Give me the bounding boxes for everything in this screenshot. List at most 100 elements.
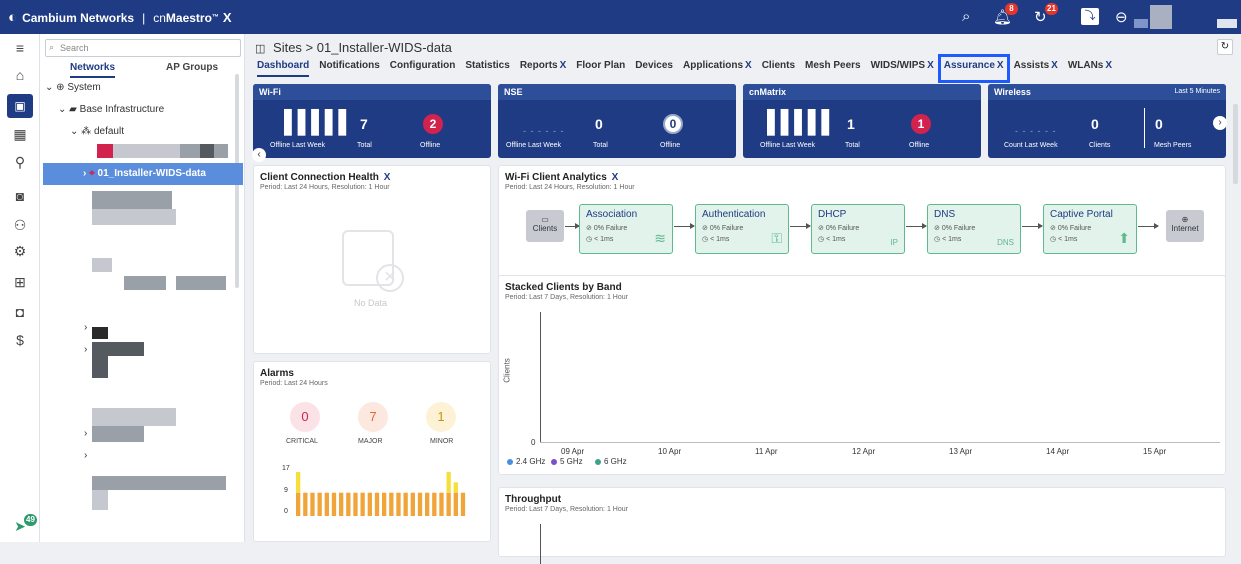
alarm-minor-count[interactable]: 1 [426,402,456,432]
alarm-bar[interactable] [396,492,401,516]
tab-reports[interactable]: Reports X [520,60,566,77]
alarm-bar[interactable] [432,492,437,516]
redacted-block [92,191,172,209]
chevron-right-icon[interactable]: › [84,322,88,333]
alarm-bar[interactable] [324,492,329,516]
alarm-bar[interactable] [303,492,308,516]
tab-floor-plan[interactable]: Floor Plan [576,60,625,77]
alarm-bar[interactable] [353,492,358,516]
flow-step-time: ◷ < 1ms [934,236,962,243]
x-badge: X [1051,60,1058,71]
tree-search-input[interactable]: ⌕ Search [45,39,241,57]
alarm-bar[interactable] [331,492,337,516]
wifi-label-3: Offline [420,142,441,149]
user-icon[interactable]: ⊖ [1115,9,1128,26]
legend-item[interactable]: 5 GHz [551,457,583,466]
wifi-stat-card[interactable]: Wi-Fi ▌▌▌▌▌ 7 2 Offline Last Week Total … [253,84,491,158]
apps-icon[interactable]: ⊞ [14,274,26,290]
legend-item[interactable]: 6 GHz [595,457,627,466]
tab-assurance[interactable]: Assurance X [937,54,1010,83]
tree-item-selected-site[interactable]: › ⌖ 01_Installer-WIDS-data [43,163,243,185]
search-icon[interactable]: ⌕ [962,8,971,25]
dollar-icon[interactable]: $ [16,332,24,348]
legend-item[interactable]: 2.4 GHz [507,457,545,466]
alarm-bar[interactable] [382,492,387,516]
alarm-bar[interactable] [310,492,315,516]
tab-devices[interactable]: Devices [635,60,673,77]
tab-statistics[interactable]: Statistics [465,60,509,77]
flow-arrow [674,223,695,229]
alarm-bar[interactable] [296,492,301,516]
flow-step-captive-portal[interactable]: Captive Portal ⊘ 0% Failure ◷ < 1ms ⬆ [1043,204,1137,254]
alarm-bar[interactable] [374,492,380,516]
alarm-bar[interactable] [360,492,365,516]
cnmatrix-stat-card[interactable]: cnMatrix ▌▌▌▌▌ 1 1 Offline Last Week Tot… [743,84,981,158]
y-tick: 0 [284,508,288,515]
alarm-bar[interactable] [317,492,322,516]
tab-label: Notifications [319,60,380,71]
location-icon[interactable]: ⚲ [14,154,26,170]
alarm-bar[interactable] [453,482,458,493]
sidebar-toggle-icon[interactable]: ◫ [255,43,266,55]
menu-icon[interactable]: ≡ [15,40,25,56]
tab-dashboard[interactable]: Dashboard [257,60,310,77]
tab-wlans[interactable]: WLANs X [1068,60,1112,77]
camera-icon[interactable]: ◙ [15,188,25,204]
users-icon[interactable]: ⚇ [13,217,27,233]
home-icon[interactable]: ⌂ [15,67,25,83]
alarm-bar[interactable] [460,492,466,516]
alarm-bar[interactable] [446,472,451,493]
tab-networks[interactable]: Networks [70,62,116,78]
alarm-major-count[interactable]: 7 [358,402,388,432]
tab-assists[interactable]: Assists X [1014,60,1058,77]
sync-icon[interactable]: ↻ [1034,9,1047,26]
alarm-bar[interactable] [389,492,394,516]
nse-stat-card[interactable]: NSE - - - - - - 0 0 Offline Last Week To… [498,84,736,158]
alarm-bar[interactable] [346,492,351,516]
redacted-block [176,276,226,290]
tab-applications[interactable]: Applications X [683,60,752,77]
tab-clients[interactable]: Clients [762,60,795,77]
flow-step-dhcp[interactable]: DHCP ⊘ 0% Failure ◷ < 1ms IP [811,204,905,254]
gear-icon[interactable]: ⚙ [13,243,27,259]
table-icon[interactable]: ▦ [13,126,27,142]
chevron-left-icon[interactable]: ‹ [252,148,266,162]
feedback-icon[interactable]: ➤ [14,518,26,534]
chevron-right-icon[interactable]: › [1213,116,1227,130]
alarm-bar[interactable] [403,492,408,516]
alarm-bar[interactable] [446,492,451,516]
tab-mesh-peers[interactable]: Mesh Peers [805,60,861,77]
flow-step-association[interactable]: Association ⊘ 0% Failure ◷ < 1ms ≋ [579,204,673,254]
tree-item-base-infrastructure[interactable]: ⌄ ▰ Base Infrastructure [58,104,164,115]
brand: ◐ Cambium Networks | cn Maestro ™ X [8,9,232,26]
page-scrollbar[interactable] [1233,104,1238,184]
tab-notifications[interactable]: Notifications [319,60,380,77]
card-period: Period: Last 7 Days, Resolution: 1 Hour [505,506,628,513]
feedback-badge: 49 [24,514,37,526]
alarm-bar[interactable] [453,492,458,516]
alarm-bar[interactable] [367,492,372,516]
flow-step-authentication[interactable]: Authentication ⊘ 0% Failure ◷ < 1ms ⚿ [695,204,789,254]
x-tick: 14 Apr [1046,447,1070,456]
alarm-bar[interactable] [417,492,423,516]
alarm-critical-count[interactable]: 0 [290,402,320,432]
tree-item-system[interactable]: ⌄ ⊕ System [45,82,101,93]
alarm-bar[interactable] [410,492,415,516]
alarm-bar[interactable] [339,492,344,516]
chevron-right-icon[interactable]: › [84,344,88,355]
chevron-right-icon[interactable]: › [84,428,88,439]
chat-icon[interactable]: ⤵ [1081,8,1099,25]
alarm-bar[interactable] [296,472,301,493]
chevron-right-icon[interactable]: › [84,450,88,461]
alarm-bar[interactable] [439,492,444,516]
alarm-bar[interactable] [425,492,430,516]
refresh-icon[interactable]: ↻ [1217,39,1233,55]
wireless-stat-card[interactable]: Wireless Last 5 Minutes - - - - - - 0 0 … [988,84,1226,158]
monitor-icon[interactable]: ▣ [7,94,33,118]
tab-ap-groups[interactable]: AP Groups [166,62,219,73]
flow-step-dns[interactable]: DNS ⊘ 0% Failure ◷ < 1ms DNS [927,204,1021,254]
tab-wids-wips[interactable]: WIDS/WIPS X [871,60,934,77]
tab-configuration[interactable]: Configuration [390,60,456,77]
device-icon[interactable]: ◘ [15,304,25,320]
tree-item-default[interactable]: ⌄ ⁂ default [70,126,124,137]
